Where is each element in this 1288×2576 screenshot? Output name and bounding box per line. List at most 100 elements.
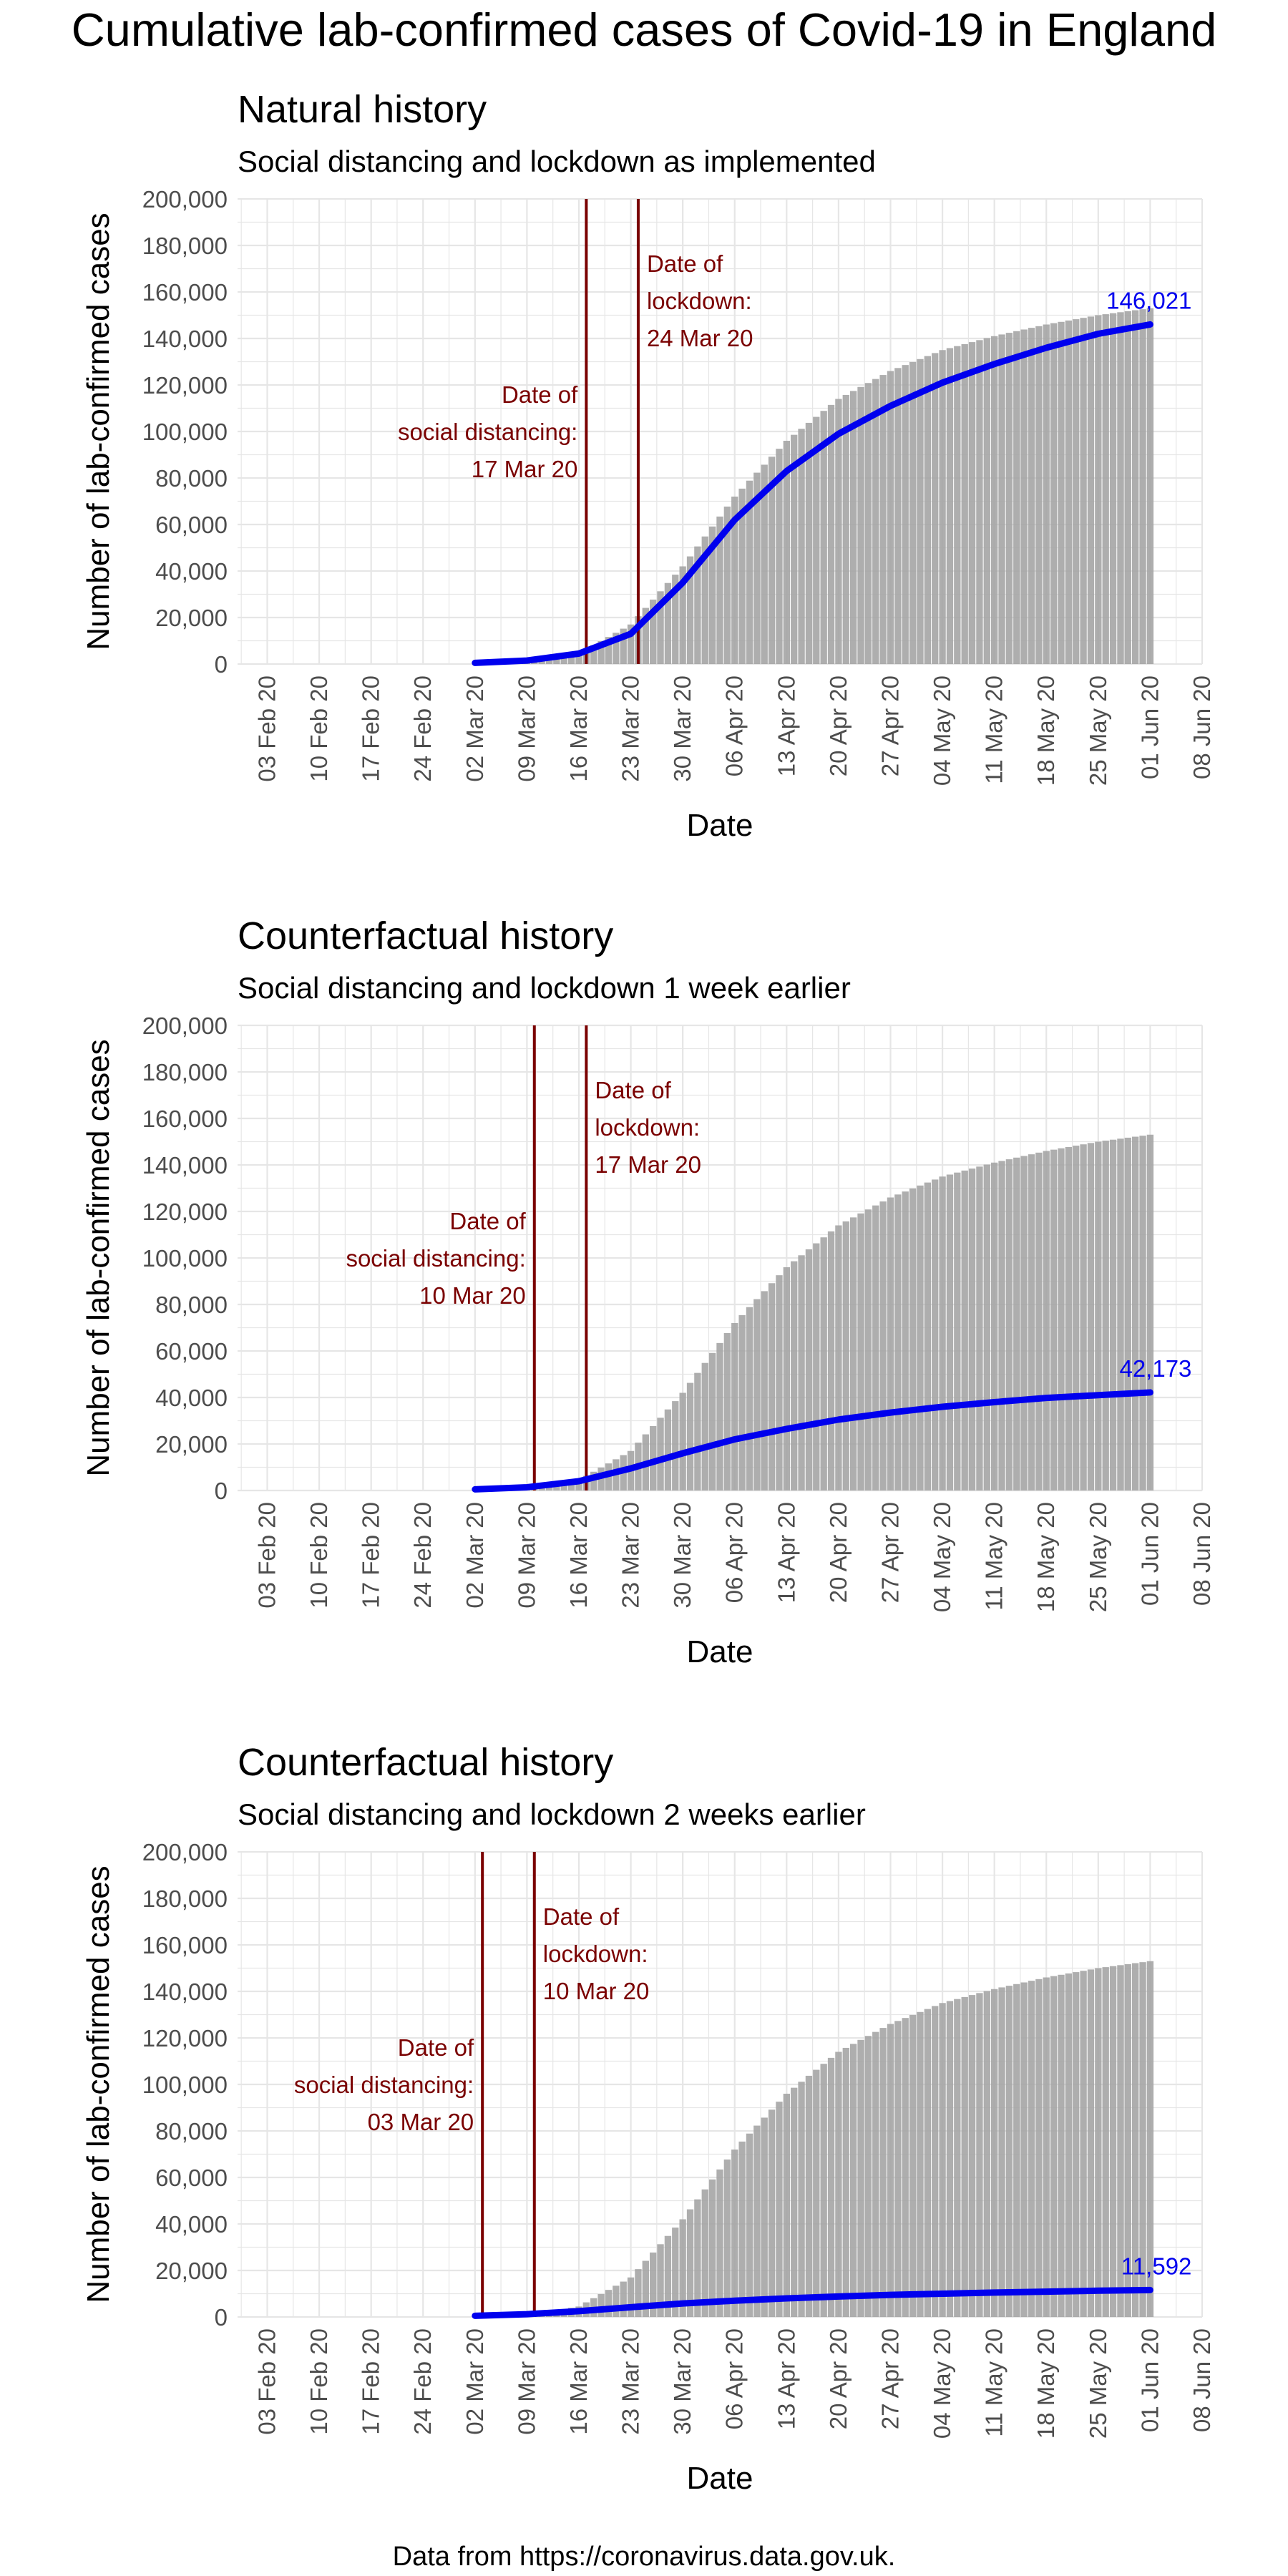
- observed-bar: [613, 2285, 620, 2317]
- observed-bar: [575, 653, 582, 664]
- observed-bar: [1117, 1965, 1124, 2317]
- x-tick-label: 01 Jun 20: [1136, 1502, 1163, 1606]
- y-tick-label: 20,000: [155, 605, 228, 631]
- x-tick-label: 20 Apr 20: [825, 2328, 852, 2429]
- event-label-line: social distancing:: [398, 419, 577, 445]
- observed-bar: [783, 441, 790, 664]
- observed-bar: [708, 1352, 716, 1491]
- observed-bar: [857, 386, 864, 664]
- observed-bar: [1035, 1152, 1043, 1491]
- observed-bar: [1132, 1963, 1139, 2317]
- observed-bar: [813, 2069, 820, 2317]
- observed-bar: [753, 472, 761, 664]
- observed-bar: [731, 2150, 738, 2317]
- observed-bar: [1005, 1986, 1013, 2317]
- observed-bar: [1146, 1961, 1154, 2317]
- observed-bar: [1013, 331, 1020, 664]
- x-tick-label: 16 Mar 20: [565, 1502, 592, 1609]
- x-tick-label: 02 Mar 20: [462, 1502, 488, 1609]
- observed-bar: [575, 1480, 582, 1491]
- observed-bar: [1087, 316, 1095, 664]
- x-tick-label: 10 Feb 20: [306, 1502, 332, 1609]
- y-tick-label: 120,000: [142, 2025, 228, 2051]
- observed-bar: [1058, 1974, 1065, 2317]
- x-tick-label: 23 Mar 20: [618, 675, 644, 782]
- observed-bar: [590, 1471, 597, 1491]
- observed-bar: [827, 404, 835, 664]
- x-tick-label: 13 Apr 20: [773, 2328, 799, 2429]
- panel-subtitle: Social distancing and lockdown 2 weeks e…: [238, 1797, 866, 1831]
- observed-bar: [686, 2209, 694, 2317]
- observed-bar: [708, 2179, 716, 2317]
- y-tick-label: 80,000: [155, 465, 228, 492]
- y-tick-label: 0: [215, 1478, 228, 1504]
- y-tick-label: 160,000: [142, 279, 228, 306]
- y-tick-label: 0: [215, 2304, 228, 2331]
- observed-bar: [768, 2109, 776, 2317]
- y-tick-label: 60,000: [155, 1338, 228, 1365]
- observed-bars: [472, 1134, 1154, 1491]
- observed-bar: [738, 1314, 746, 1491]
- observed-bar: [909, 1188, 917, 1491]
- y-tick-label: 140,000: [142, 326, 228, 352]
- observed-bar: [664, 582, 672, 664]
- y-axis-title: Number of lab-confirmed cases: [81, 1865, 116, 2303]
- observed-bar: [701, 2189, 708, 2317]
- source-footer: Data from https://coronavirus.data.gov.u…: [392, 2542, 896, 2572]
- x-tick-label: 02 Mar 20: [462, 675, 488, 782]
- observed-bar: [864, 1209, 872, 1491]
- observed-bar: [849, 1217, 857, 1491]
- observed-bar: [716, 2169, 723, 2317]
- observed-bar: [968, 1169, 976, 1491]
- x-tick-label: 06 Apr 20: [721, 1502, 748, 1603]
- observed-bar: [835, 399, 842, 664]
- observed-bars: [472, 308, 1154, 664]
- observed-bar: [597, 2293, 605, 2317]
- observed-bar: [761, 1291, 768, 1491]
- observed-bar: [939, 1176, 946, 1491]
- observed-bar: [1095, 315, 1102, 664]
- observed-bar: [716, 516, 723, 664]
- observed-bar: [1117, 312, 1124, 664]
- event-social-distancing: Date of social distancing: 03 Mar 20: [294, 1852, 484, 2317]
- observed-bar: [946, 348, 954, 664]
- observed-bars: [472, 1961, 1154, 2317]
- x-tick-labels: 03 Feb 20 10 Feb 20 17 Feb 20 24 Feb 20 02 M…: [253, 1502, 1215, 1612]
- observed-bar: [1058, 321, 1065, 664]
- y-tick-label: 120,000: [142, 372, 228, 399]
- y-tick-labels: 0 20,000 40,000 60,000 80,000 100,000 120,000 1…: [142, 1839, 228, 2331]
- observed-bar: [1050, 1976, 1058, 2317]
- observed-bar: [1102, 1141, 1109, 1491]
- observed-bar: [932, 353, 939, 664]
- x-tick-label: 23 Mar 20: [618, 2328, 644, 2435]
- observed-bar: [798, 1255, 805, 1491]
- observed-bar: [798, 429, 805, 664]
- observed-bar: [813, 1243, 820, 1491]
- event-label-line: Date of: [449, 1208, 526, 1234]
- observed-bar: [968, 342, 976, 664]
- observed-bar: [723, 506, 731, 664]
- observed-bar: [686, 556, 694, 664]
- observed-bar: [872, 1205, 879, 1491]
- event-label-line: 03 Mar 20: [368, 2109, 474, 2135]
- observed-bar: [567, 655, 575, 664]
- observed-bar: [932, 2006, 939, 2317]
- x-tick-label: 30 Mar 20: [669, 2328, 696, 2435]
- event-label-line: lockdown:: [543, 1941, 648, 1967]
- y-tick-label: 100,000: [142, 2072, 228, 2098]
- x-tick-label: 18 May 20: [1033, 675, 1059, 786]
- observed-bar: [1065, 320, 1073, 664]
- observed-bar: [672, 2228, 679, 2317]
- observed-bar: [1087, 1969, 1095, 2317]
- observed-bar: [1109, 313, 1117, 664]
- observed-bar: [746, 2133, 753, 2317]
- observed-bar: [605, 2290, 613, 2317]
- x-tick-label: 13 Apr 20: [773, 1502, 799, 1603]
- y-tick-label: 40,000: [155, 2211, 228, 2238]
- observed-bar: [961, 1996, 968, 2317]
- observed-bar: [746, 1307, 753, 1491]
- observed-bar: [998, 1987, 1005, 2317]
- observed-bar: [783, 2094, 790, 2317]
